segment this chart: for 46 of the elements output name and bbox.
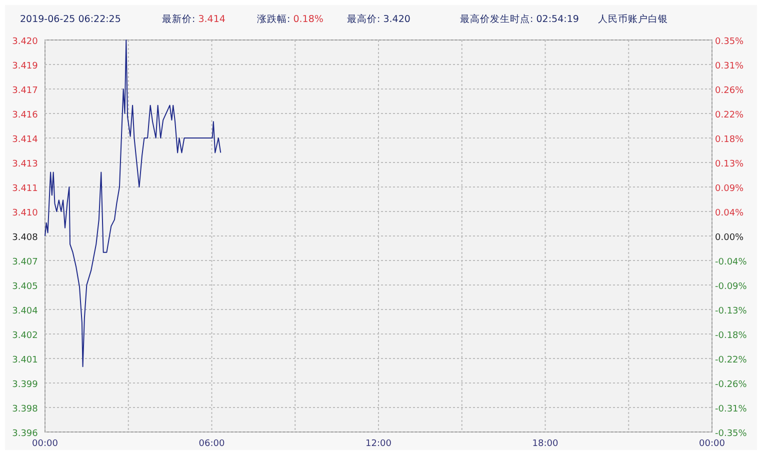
x-tick-label: 18:00 xyxy=(532,439,558,449)
y2-tick-label: -0.18% xyxy=(715,331,748,341)
y-tick-label: 3.396 xyxy=(12,429,38,439)
x-tick-label: 00:00 xyxy=(32,439,58,449)
y-tick-label: 3.419 xyxy=(12,62,38,72)
y2-tick-label: 0.13% xyxy=(715,160,744,170)
y-tick-label: 3.416 xyxy=(12,110,38,120)
text: 最高价发生时点: 02:54:19 xyxy=(460,13,579,25)
y-tick-label: 3.399 xyxy=(12,380,38,390)
y2-tick-label: -0.04% xyxy=(715,258,748,268)
y2-tick-label: 0.35% xyxy=(715,37,744,47)
x-tick-label: 00:00 xyxy=(699,439,726,449)
chart-title: 人民币账户白银 xyxy=(598,13,668,25)
y-tick-label: 3.420 xyxy=(12,37,38,47)
y2-tick-label: -0.35% xyxy=(715,429,748,439)
text: 涨跌幅: 0.18% xyxy=(257,13,324,25)
y2-tick-label: 0.04% xyxy=(715,208,744,218)
x-tick-label: 06:00 xyxy=(198,439,225,449)
y2-tick-label: -0.22% xyxy=(715,356,748,366)
y2-tick-label: 0.31% xyxy=(715,62,744,72)
y-tick-label: 3.398 xyxy=(12,404,38,414)
y-tick-label: 3.413 xyxy=(12,160,38,170)
y-tick-label: 3.407 xyxy=(12,258,38,268)
y-tick-label: 3.411 xyxy=(12,184,38,194)
text: 最高价: 3.420 xyxy=(347,13,410,25)
y-tick-label: 3.405 xyxy=(12,282,38,292)
y-tick-label: 3.404 xyxy=(12,306,38,316)
text: 2019-06-25 06:22:25 xyxy=(20,14,121,25)
y2-tick-label: -0.09% xyxy=(715,282,748,292)
y2-tick-label: 0.18% xyxy=(715,135,744,145)
y-tick-label: 3.410 xyxy=(12,208,38,218)
y2-tick-label: -0.13% xyxy=(715,306,748,316)
y2-tick-label: 0.26% xyxy=(715,86,744,96)
line-series xyxy=(44,40,222,368)
y-tick-label: 3.402 xyxy=(12,331,38,341)
y2-tick-label: -0.31% xyxy=(715,404,748,414)
y2-tick-label: 0.22% xyxy=(715,110,744,120)
y-tick-label: 3.414 xyxy=(12,135,38,145)
y-tick-label: 3.401 xyxy=(12,356,38,366)
y2-tick-label: 0.00% xyxy=(715,233,744,243)
x-tick-label: 12:00 xyxy=(366,439,392,449)
y-tick-label: 3.408 xyxy=(12,233,38,243)
y-tick-label: 3.417 xyxy=(12,86,38,96)
y2-tick-label: -0.26% xyxy=(715,380,748,390)
y2-tick-label: 0.09% xyxy=(715,184,744,194)
text: 最新价: 3.414 xyxy=(162,13,226,25)
